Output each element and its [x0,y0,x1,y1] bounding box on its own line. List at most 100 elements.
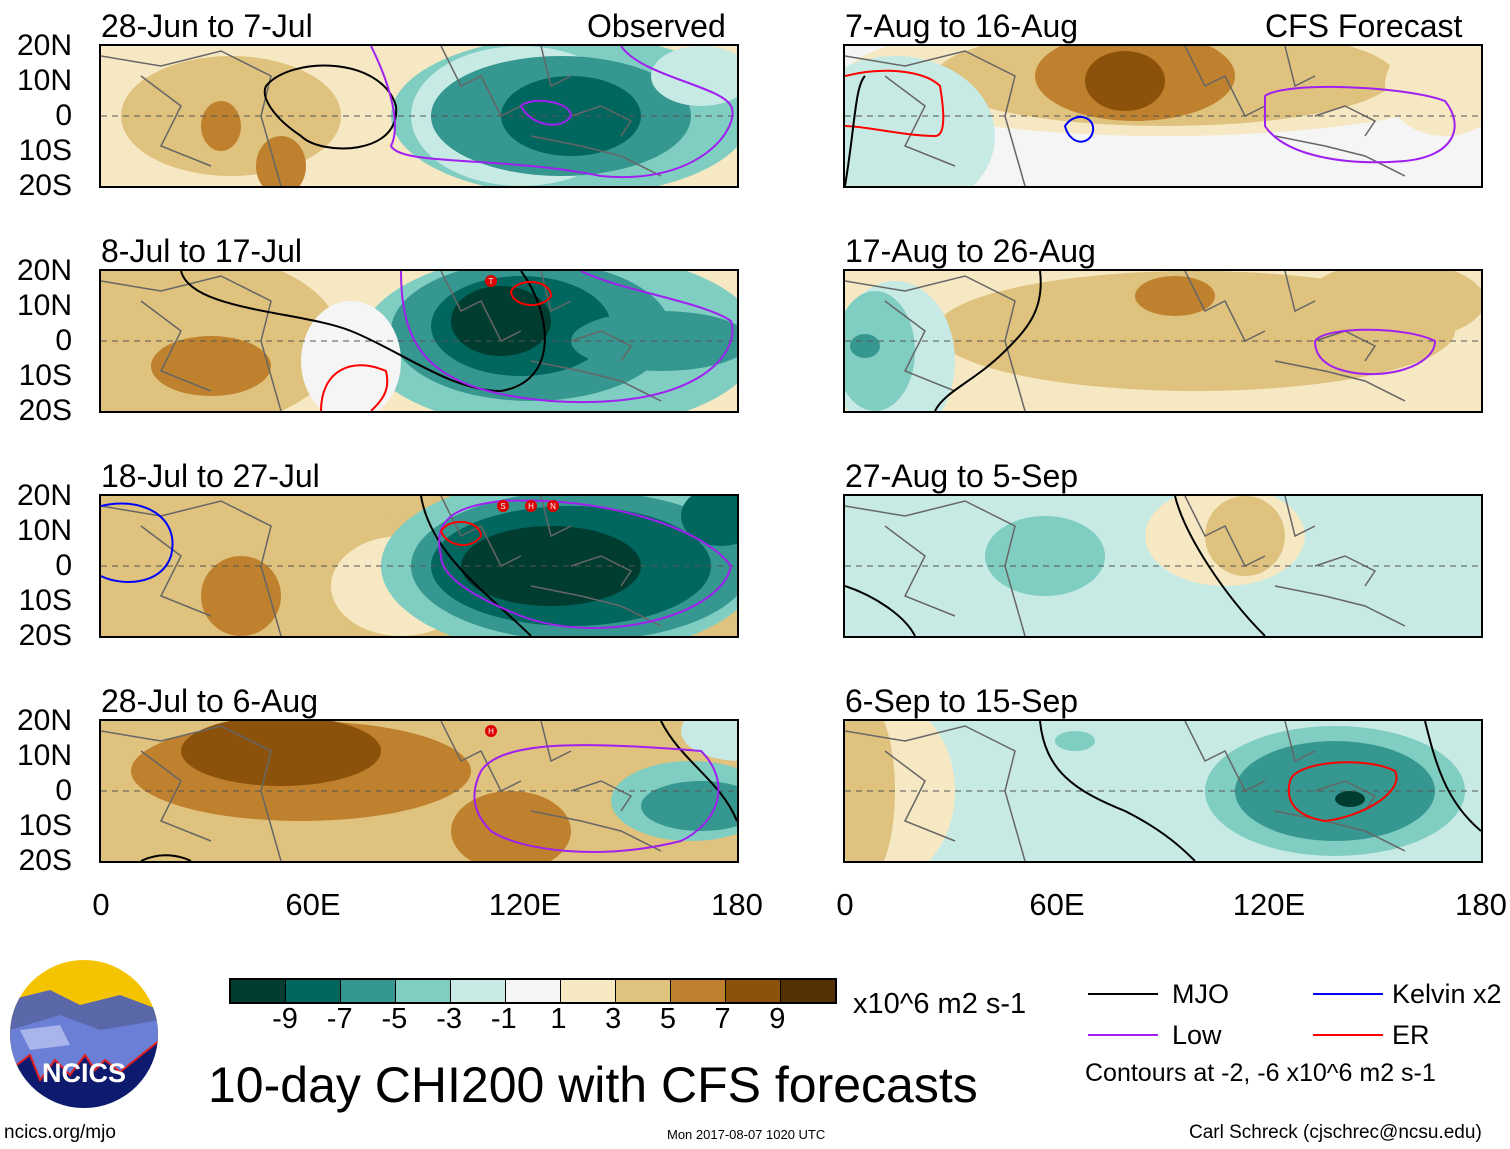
lat-tick-label: 0 [55,324,72,357]
colorbar-swatch [781,980,835,1002]
colorbar-swatch [506,980,561,1002]
panel-title: 8-Jul to 17-Jul [101,233,302,269]
coastline [570,330,633,362]
storm-label: T [489,277,494,286]
wave-contour [320,364,389,411]
wave-contour [1424,721,1481,832]
coastline [140,525,212,617]
chi200-anomaly-region [201,101,241,151]
lat-tick-label: 20S [18,619,72,652]
colorbar-units: x10^6 m2 s-1 [853,988,1027,1020]
chi200-anomaly-region [451,791,571,861]
coastline [101,275,282,411]
colorbar-swatch [231,980,286,1002]
colorbar-tick-label: 5 [659,1003,676,1035]
coastline [540,46,572,88]
panel-title: 28-Jul to 6-Aug [101,683,319,719]
colorbar-tick-label: -3 [436,1003,462,1035]
lat-tick-label: 10S [18,359,72,392]
colorbar-swatch [451,980,506,1002]
colorbar-swatch [726,980,781,1002]
wave-contour [1174,496,1266,636]
wave-contour [845,585,916,636]
map-panel [843,44,1483,188]
chi200-anomaly-region [1235,741,1435,841]
coastline [540,496,572,538]
storm-label: H [488,727,494,736]
coastline [440,46,522,118]
chi200-anomaly-region [1305,271,1481,341]
wave-contour [934,271,1042,411]
coastline [845,500,1026,636]
chi200-anomaly-region [850,334,880,358]
lat-tick-label: 20N [16,254,72,287]
lat-tick-label: 20S [18,394,72,427]
wave-contour [519,99,573,126]
lat-tick-label: 20N [16,29,72,62]
coastline [1284,496,1316,538]
coastline [1274,585,1406,627]
figure-title: 10-day CHI200 with CFS forecasts [208,1057,978,1113]
colorbar-tick-label: 1 [550,1003,567,1035]
lat-tick-label: 20S [18,169,72,202]
contour-note: Contours at -2, -6 x10^6 m2 s-1 [1085,1059,1436,1087]
chi200-anomaly-region [181,721,381,786]
map-panel [843,269,1483,413]
map-panel [843,494,1483,638]
chi200-anomaly-region [985,516,1105,596]
coastline [140,75,212,167]
colorbar-tick-label: -5 [381,1003,408,1035]
colorbar-swatch [396,980,451,1002]
chi200-anomaly-region [681,496,737,546]
coastline [884,75,956,167]
chi200-anomaly-region [151,336,271,396]
lon-tick-label: 180 [711,887,763,922]
coastline [440,271,522,343]
wave-contour [1039,721,1196,861]
lat-tick-label: 10S [18,809,72,842]
coastline [1184,721,1266,793]
legend-mjo: MJO [1172,979,1229,1009]
panel-tag: Observed [587,8,726,44]
storm-marker [547,500,559,512]
panel-title: 7-Aug to 16-Aug [845,8,1079,44]
colorbar-tick-label: -7 [326,1003,353,1035]
coastline [884,525,956,617]
footer-url[interactable]: ncics.org/mjo [4,1122,116,1143]
legend-er: ER [1392,1020,1430,1050]
wave-contour [845,75,866,186]
chi200-anomaly-region [1205,496,1285,576]
logo-text: NCICS [42,1058,126,1088]
ncics-logo: NCICS [10,960,158,1108]
panel-title: 6-Sep to 15-Sep [845,683,1079,719]
map-panel [99,44,739,188]
colorbar-swatch [561,980,616,1002]
panel-title: 17-Aug to 26-Aug [845,233,1096,269]
footer-author: Carl Schreck (cjschrec@ncsu.edu) [1189,1122,1482,1143]
coastline [570,105,633,137]
coastline [1284,721,1316,763]
wave-contour [420,496,532,636]
coastline [540,721,572,763]
coastline [530,360,662,402]
chi200-anomaly-region [641,781,737,831]
storm-marker [485,275,497,287]
map-panel [843,719,1483,863]
panel-tag: CFS Forecast [1265,8,1463,44]
chi200-anomaly-region [256,136,306,186]
colorbar-tick-label: 9 [769,1003,786,1035]
storm-marker [525,500,537,512]
wave-contour [101,502,174,583]
coastline [530,135,662,177]
colorbar-swatch [286,980,341,1002]
chi200-anomaly-region [845,291,915,411]
wave-contour [439,521,483,546]
coastline [540,271,572,313]
legend-line-mjo [1088,993,1158,995]
coastline [1314,555,1377,587]
storm-label: H [528,502,534,511]
wave-contour [509,281,553,306]
coastline [1314,105,1377,137]
colorbar-tick-label: 7 [714,1003,731,1035]
